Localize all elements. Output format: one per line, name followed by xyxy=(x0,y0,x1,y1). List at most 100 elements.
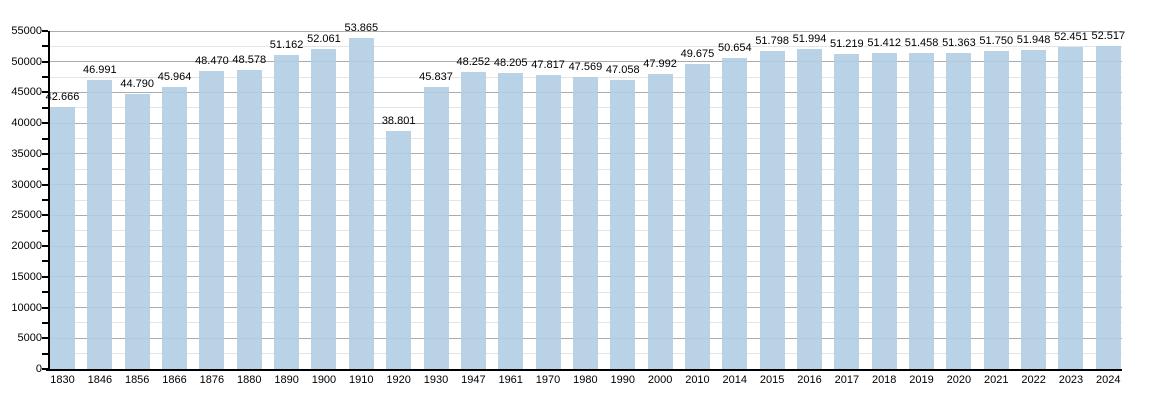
y-axis-tick xyxy=(42,199,48,201)
x-axis-tick-label: 1947 xyxy=(461,374,486,386)
bar-value-label: 52.517 xyxy=(1091,30,1126,43)
bar xyxy=(274,54,300,369)
bar xyxy=(348,37,374,369)
bar xyxy=(50,106,75,369)
y-axis-tick xyxy=(42,245,48,248)
bar xyxy=(423,87,449,369)
y-axis-tick-label: 25000 xyxy=(11,209,42,222)
bar-value-label: 51.162 xyxy=(269,38,304,51)
bar xyxy=(1021,49,1047,369)
y-axis-tick-label: 35000 xyxy=(11,147,42,160)
x-axis-tick-label: 2018 xyxy=(871,374,897,386)
y-axis-tick xyxy=(42,122,48,125)
y-axis-tick-label: 20000 xyxy=(11,240,42,253)
bar-value-label: 51.994 xyxy=(792,33,827,46)
x-axis-tick-label: 1846 xyxy=(87,374,113,386)
y-axis-tick xyxy=(42,337,48,340)
y-axis-tick xyxy=(42,45,48,48)
bar xyxy=(834,54,860,369)
x-axis-tick-label: 1830 xyxy=(50,374,75,386)
bar xyxy=(460,72,486,369)
bar-value-label: 51.798 xyxy=(755,34,789,47)
y-axis-tick xyxy=(42,183,48,186)
bar-value-label: 47.817 xyxy=(531,59,565,72)
bar-value-label: 51.458 xyxy=(904,36,939,49)
bar-value-label: 45.964 xyxy=(157,70,192,83)
x-axis-tick-label: 1980 xyxy=(573,374,598,386)
bar-value-label: 38.801 xyxy=(381,114,416,127)
bar-value-label: 48.470 xyxy=(195,55,229,68)
x-axis-tick-label: 2020 xyxy=(946,374,972,386)
x-axis-tick-label: 2022 xyxy=(1021,374,1046,386)
bar-value-label: 45.837 xyxy=(419,71,453,84)
bar-value-label: 53.865 xyxy=(344,21,379,34)
y-axis-tick xyxy=(42,152,48,155)
bar xyxy=(1058,46,1084,369)
bar-value-label: 51.412 xyxy=(867,37,902,50)
x-axis-tick-label: 2015 xyxy=(759,374,785,386)
x-axis-tick-label: 2017 xyxy=(834,374,860,386)
y-axis-line xyxy=(48,31,50,371)
y-axis-tick-label: 30000 xyxy=(11,178,42,191)
x-axis-tick-label: 1890 xyxy=(274,374,299,386)
y-axis-tick xyxy=(42,30,48,32)
y-axis-tick xyxy=(42,321,48,324)
bar xyxy=(946,53,972,369)
x-axis-tick-label: 2024 xyxy=(1096,374,1121,386)
bar xyxy=(498,72,524,369)
x-axis-tick-label: 2014 xyxy=(722,374,748,386)
bar-value-label: 52.061 xyxy=(307,33,341,46)
x-axis-tick-label: 2023 xyxy=(1058,374,1084,386)
bar xyxy=(610,79,636,369)
bar-value-label: 46.991 xyxy=(83,64,117,77)
bar xyxy=(647,74,673,369)
bar-value-label: 52.451 xyxy=(1054,30,1088,43)
bar-value-label: 48.205 xyxy=(493,56,528,69)
bar-value-label: 47.058 xyxy=(605,63,640,76)
y-axis-tick-label: 50000 xyxy=(11,55,42,68)
x-axis-tick-label: 1961 xyxy=(498,374,523,386)
x-axis-tick-label: 1880 xyxy=(237,374,262,386)
bar xyxy=(909,52,935,369)
x-axis-tick-label: 1920 xyxy=(386,374,411,386)
bar xyxy=(1095,46,1121,369)
bar xyxy=(722,57,748,369)
x-axis-tick-label: 1856 xyxy=(124,374,150,386)
bar xyxy=(797,49,822,369)
y-axis-tick-label: 15000 xyxy=(11,270,42,283)
y-axis-tick-label: 5000 xyxy=(17,332,42,345)
y-axis-tick xyxy=(42,352,48,355)
x-axis-tick-label: 2019 xyxy=(909,374,934,386)
bar-value-label: 44.790 xyxy=(120,77,155,90)
bar-value-label: 51.948 xyxy=(1016,33,1051,46)
x-axis-tick-label: 1866 xyxy=(162,374,187,386)
bar xyxy=(124,93,150,369)
x-axis-tick-label: 2010 xyxy=(685,374,710,386)
x-axis-tick-label: 1900 xyxy=(311,374,337,386)
major-gridline xyxy=(48,30,1122,32)
bar-value-label: 47.992 xyxy=(643,58,677,71)
y-axis-tick xyxy=(42,60,48,63)
bar-value-label: 51.363 xyxy=(942,37,976,50)
y-axis-tick xyxy=(42,291,48,294)
y-axis-tick-label: 0 xyxy=(35,363,42,375)
bar xyxy=(684,63,710,369)
bar xyxy=(87,80,113,369)
x-axis-tick-label: 1990 xyxy=(610,374,635,386)
bar-value-label: 42.666 xyxy=(45,90,80,103)
y-axis-tick-label: 55000 xyxy=(11,25,42,37)
bar xyxy=(759,50,785,369)
bar-value-label: 49.675 xyxy=(680,47,715,60)
x-axis-tick-label: 1930 xyxy=(423,374,449,386)
bar-value-label: 51.750 xyxy=(979,34,1014,47)
bar xyxy=(386,130,412,369)
y-axis-tick xyxy=(42,214,48,217)
bar-value-label: 51.219 xyxy=(830,38,864,51)
bar xyxy=(199,71,225,369)
y-axis-tick-label: 40000 xyxy=(11,117,42,130)
y-axis-tick xyxy=(42,91,48,94)
bar xyxy=(162,86,188,369)
y-axis-tick xyxy=(42,275,48,278)
y-axis-tick xyxy=(42,306,48,309)
